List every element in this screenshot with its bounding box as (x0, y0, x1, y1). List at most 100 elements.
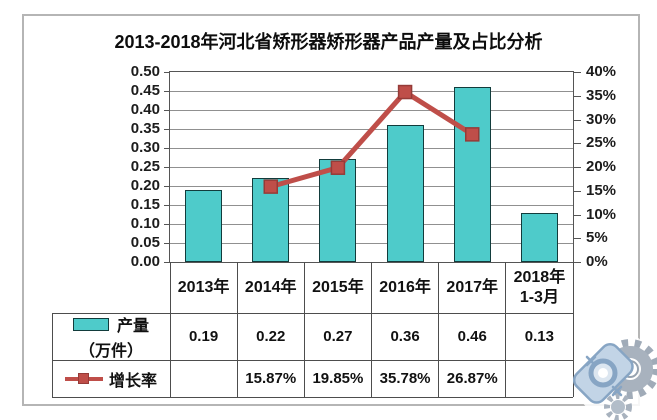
gear-logo-watermark (573, 330, 657, 420)
gridline (170, 185, 573, 187)
production-legend-row: 产量 (72, 312, 149, 336)
gridline (170, 90, 573, 92)
table-vline (572, 262, 574, 397)
right-axis-tick (573, 72, 581, 73)
gridline (170, 242, 573, 244)
growth-marker (397, 84, 413, 100)
left-axis-tick-label: 0.35 (130, 120, 160, 137)
left-axis-tick (164, 262, 170, 263)
gridline (170, 147, 573, 149)
left-axis-tick-label: 0.45 (130, 82, 160, 99)
left-axis-tick-label: 0.00 (130, 253, 160, 270)
right-axis-tick-label: 5% (586, 229, 608, 247)
growth-line-layer (263, 84, 480, 194)
plot-area (169, 71, 574, 263)
left-axis-tick-label: 0.40 (130, 101, 160, 118)
table-vline (438, 262, 440, 397)
table-vline (505, 262, 507, 397)
gridline (170, 109, 573, 111)
production-value-cell: 0.27 (323, 328, 353, 345)
right-axis-tick-label: 25% (586, 134, 617, 152)
production-legend-swatch-icon (72, 317, 109, 331)
right-axis-tick-label: 15% (586, 181, 617, 199)
left-axis-tick-label: 0.50 (130, 63, 160, 80)
left-axis-tick (164, 72, 170, 73)
right-axis-tick-label: 30% (586, 110, 617, 128)
chart-title: 2013-2018年河北省矫形器矫形器产品产量及占比分析 (114, 32, 543, 52)
production-value-cell: 0.19 (188, 328, 219, 345)
gridline (170, 223, 573, 225)
left-axis-tick (164, 148, 170, 149)
category-cell: 2014年 (244, 278, 297, 296)
production-value-cell: 0.13 (524, 328, 554, 345)
left-axis-tick-label: 0.30 (130, 139, 160, 156)
growth-key-marker (77, 373, 89, 384)
table-vline (169, 262, 171, 397)
left-axis-tick-label: 0.05 (130, 234, 160, 251)
left-axis-tick (164, 186, 170, 187)
left-axis-tick-label: 0.25 (130, 158, 160, 175)
left-axis-tick (164, 243, 170, 244)
production-legend-cell: 产量 （万件） (52, 313, 170, 360)
growth-marker (465, 127, 480, 142)
right-axis-tick (573, 95, 581, 97)
right-axis-tick-label: 35% (586, 86, 617, 104)
left-axis-tick (164, 205, 170, 206)
production-bar (319, 159, 357, 262)
production-legend-label: 产量 (116, 318, 149, 335)
left-axis-tick-label: 0.20 (130, 177, 160, 194)
table-hline (52, 397, 573, 398)
growth-legend-label: 增长率 (108, 372, 157, 390)
growth-value-cell: 19.85% (312, 370, 364, 387)
left-axis-tick (164, 129, 170, 130)
table-vline (303, 262, 305, 397)
category-cell: 2017年 (446, 278, 499, 296)
outer-frame (22, 14, 640, 406)
left-axis-tick (164, 110, 170, 111)
table-vline (236, 262, 238, 397)
production-bar (520, 212, 558, 262)
table-vline (371, 262, 372, 397)
right-axis-tick (573, 167, 581, 168)
gridline (170, 166, 573, 168)
production-bar (386, 125, 424, 262)
left-axis-tick-label: 0.10 (130, 215, 160, 232)
left-axis-tick (164, 167, 170, 168)
right-axis-tick (573, 214, 581, 216)
category-cell: 2015年 (312, 278, 364, 296)
growth-marker (263, 179, 278, 194)
left-axis-tick (164, 224, 170, 225)
category-cell: 2018年 1-3月 (513, 268, 566, 306)
production-value-cell: 0.22 (256, 328, 286, 345)
right-axis-tick-label: 0% (586, 253, 608, 270)
right-axis-tick-label: 20% (586, 158, 617, 175)
category-cell: 2013年 (177, 278, 230, 296)
category-cell: 2016年 (379, 278, 431, 296)
growth-marker (330, 160, 346, 175)
table-hline (52, 313, 573, 314)
growth-value-cell (170, 360, 237, 397)
right-axis-tick (573, 238, 581, 240)
left-axis-tick (164, 91, 170, 92)
growth-value-cell: 15.87% (245, 370, 297, 387)
right-axis-tick (573, 262, 581, 263)
right-axis-tick (573, 143, 581, 145)
production-bar (453, 87, 491, 262)
growth-value-cell (506, 360, 573, 397)
production-value-cell: 0.46 (457, 328, 487, 345)
right-axis-tick-label: 10% (586, 205, 617, 223)
right-axis-tick-label: 40% (586, 63, 617, 80)
growth-legend-cell: 增长率 (52, 360, 170, 397)
table-hline (52, 360, 573, 361)
growth-value-cell: 35.78% (379, 370, 431, 387)
growth-value-cell: 26.87% (446, 370, 498, 387)
left-axis-tick-label: 0.15 (130, 196, 160, 213)
production-value-cell: 0.36 (390, 328, 420, 345)
growth-legend-key-icon (64, 372, 103, 385)
growth-line (270, 88, 474, 190)
right-axis-tick (573, 190, 581, 192)
right-axis-tick (573, 119, 581, 121)
table-legend-border (52, 313, 53, 397)
production-legend-unit: （万件） (78, 343, 143, 360)
